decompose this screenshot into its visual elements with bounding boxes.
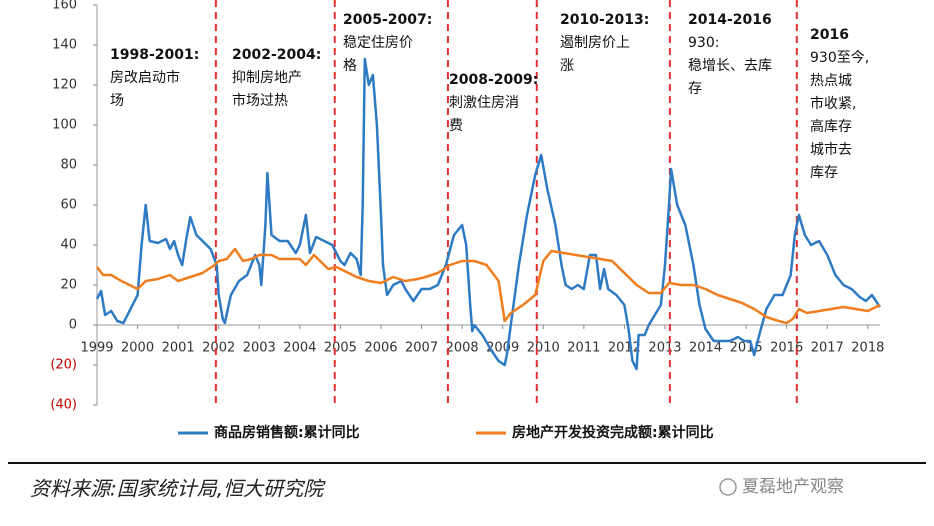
legend-label: 商品房销售额:累计同比 [214, 424, 360, 441]
annotation-text: 930: [688, 35, 719, 51]
legend-label: 房地产开发投资完成额:累计同比 [512, 424, 714, 441]
annotation-text: 库存 [810, 165, 838, 181]
source-note: 资料来源:国家统计局,恒大研究院 [30, 477, 326, 501]
x-tick-label: 2000 [121, 341, 154, 356]
annotation-title: 2016 [810, 27, 849, 43]
y-tick-label: 20 [60, 278, 77, 293]
x-tick-label: 2001 [162, 341, 195, 356]
series-line [95, 57, 882, 371]
annotation-text: 费 [449, 118, 463, 134]
y-tick-label: 160 [52, 0, 77, 13]
x-tick-label: 2004 [283, 341, 316, 356]
x-tick-label: 2013 [648, 341, 681, 356]
annotation-text: 市场过热 [232, 92, 288, 109]
annotation-title: 2005-2007: [343, 12, 432, 28]
x-tick-label: 2007 [405, 341, 438, 356]
annotation-title: 2010-2013: [560, 12, 649, 28]
y-tick-label: 40 [60, 238, 77, 253]
annotation-title: 2014-2016 [688, 12, 772, 28]
x-tick-label: 2016 [770, 341, 803, 356]
x-tick-label: 2017 [811, 341, 844, 356]
annotation-text: 稳定住房价 [343, 35, 413, 51]
y-tick-label: 80 [60, 158, 77, 173]
annotation-text: 存 [688, 81, 702, 97]
annotation-text: 房改启动市 [110, 69, 180, 86]
watermark-icon [719, 478, 737, 496]
y-tick-label: (20) [50, 358, 77, 373]
y-tick-label: 100 [52, 118, 77, 133]
x-tick-label: 2006 [364, 341, 397, 356]
annotation-text: 格 [343, 58, 357, 74]
y-tick-label: (40) [50, 398, 77, 413]
x-tick-label: 2005 [324, 341, 357, 356]
x-tick-label: 2002 [202, 341, 235, 356]
x-tick-label: 2009 [486, 341, 519, 356]
annotation-title: 2008-2009: [449, 72, 538, 88]
annotation-text: 热点城 [810, 73, 852, 89]
annotation-title: 2002-2004: [232, 47, 321, 63]
y-tick-label: 60 [60, 198, 77, 213]
annotation-text: 涨 [560, 58, 574, 74]
annotation-text: 遏制房价上 [560, 35, 630, 51]
annotation-text: 市收紧, [810, 95, 856, 112]
annotation-text: 场 [110, 93, 124, 109]
annotation-text: 抑制房地产 [232, 70, 302, 86]
x-tick-label: 2018 [851, 341, 884, 356]
x-tick-label: 1999 [80, 341, 113, 356]
y-tick-label: 0 [69, 318, 77, 333]
x-tick-label: 2008 [446, 341, 479, 356]
y-tick-label: 140 [52, 38, 77, 53]
annotation-text: 稳增长、去库 [688, 58, 772, 74]
series-line [96, 247, 881, 325]
annotation-text: 高库存 [810, 118, 852, 135]
watermark: 夏磊地产观察 [742, 477, 844, 497]
x-tick-label: 2014 [689, 341, 722, 356]
x-tick-label: 2003 [243, 341, 276, 356]
x-tick-label: 2010 [527, 341, 560, 356]
x-tick-label: 2012 [608, 341, 641, 356]
annotation-text: 城市去 [810, 141, 852, 158]
annotation-text: 刺激住房消 [449, 94, 519, 111]
y-tick-label: 120 [52, 78, 77, 93]
annotation-title: 1998-2001: [110, 47, 199, 63]
x-tick-label: 2011 [567, 341, 600, 356]
annotation-text: 930至今, [810, 50, 869, 66]
